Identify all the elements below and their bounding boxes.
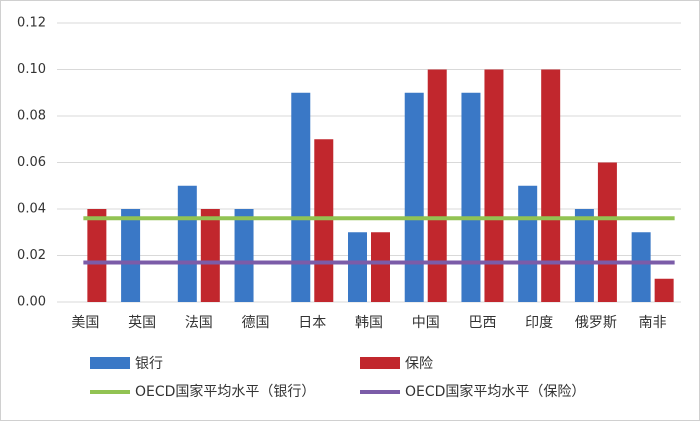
x-tick-label: 印度 [525,315,553,331]
bar [371,232,390,302]
bar [314,139,334,302]
x-tick-label: 法国 [185,315,213,331]
legend-swatch [90,357,130,369]
y-tick-label: 0.10 [17,62,46,77]
bar [518,185,538,302]
bar [200,209,220,302]
x-tick-label: 韩国 [355,315,383,331]
bar [177,185,197,302]
y-tick-label: 0.12 [17,16,46,31]
legend-label: OECD国家平均水平（保险） [405,383,585,400]
legend-swatch [360,357,400,369]
y-tick-label: 0.04 [17,202,46,217]
y-tick-label: 0.00 [17,295,46,310]
x-tick-label: 日本 [298,315,326,331]
bar [427,69,447,302]
bar [404,92,424,302]
bar [597,162,617,302]
bar [484,69,504,302]
bar [291,92,311,302]
bar [121,209,141,302]
bar [631,232,651,302]
x-tick-label: 美国 [71,315,99,331]
y-tick-label: 0.08 [17,109,46,124]
x-tick-label: 南非 [639,315,667,331]
bar [541,69,561,302]
y-tick-label: 0.02 [17,248,46,263]
bar [574,209,594,302]
legend-label: OECD国家平均水平（银行） [135,383,315,400]
bar [461,92,481,302]
bar [654,278,674,302]
bar [348,232,367,302]
bar [87,209,107,302]
legend-label: 银行 [135,356,163,372]
y-tick-label: 0.06 [17,155,46,170]
bar [234,209,254,302]
x-tick-label: 巴西 [468,315,496,331]
legend-label: 保险 [405,356,433,372]
x-tick-label: 中国 [412,315,440,331]
x-tick-label: 俄罗斯 [575,315,617,331]
x-tick-label: 英国 [128,314,156,331]
x-tick-label: 德国 [242,315,270,331]
